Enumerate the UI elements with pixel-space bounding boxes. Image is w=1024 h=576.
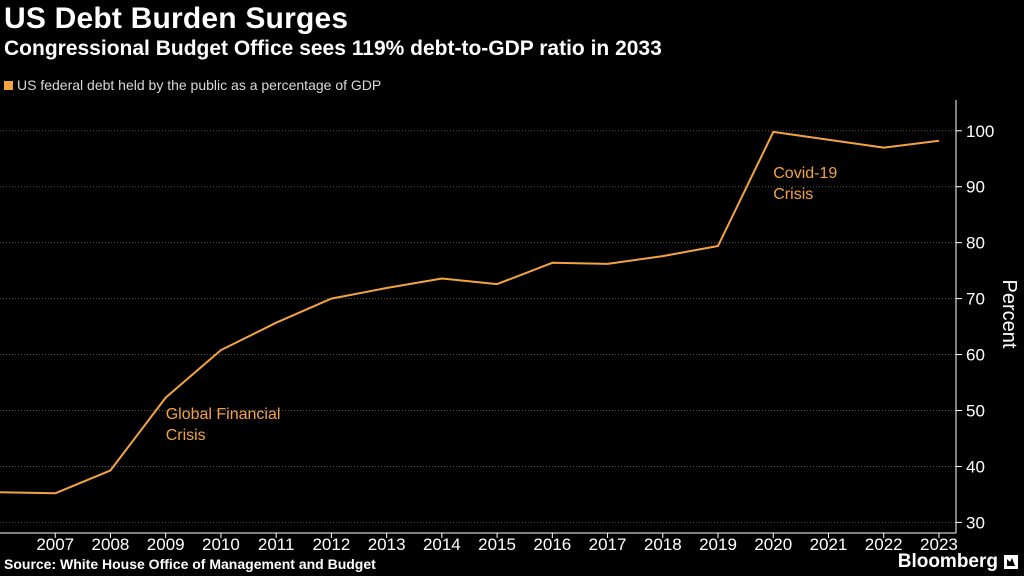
x-tick-label: 2017: [589, 535, 627, 554]
y-axis-label: Percent: [998, 280, 1020, 349]
x-tick-label: 2007: [36, 535, 74, 554]
series-line: [0, 130, 940, 495]
y-tick-label: 60: [966, 346, 985, 365]
y-tick-label: 30: [966, 513, 985, 532]
legend: US federal debt held by the public as a …: [4, 77, 381, 93]
x-tick-label: 2020: [754, 535, 792, 554]
x-tick-label: 2016: [533, 535, 571, 554]
x-tick-label: 2015: [478, 535, 516, 554]
legend-label: US federal debt held by the public as a …: [17, 77, 382, 93]
x-tick-label: 2013: [368, 535, 406, 554]
annotation-label: Covid-19: [773, 165, 837, 182]
annotation-label: Crisis: [166, 427, 206, 444]
x-tick-label: 2022: [865, 535, 903, 554]
bloomberg-mark-icon: [1004, 555, 1018, 569]
x-tick-label: 2011: [258, 535, 295, 554]
y-tick-label: 80: [966, 234, 985, 253]
bloomberg-logo: Bloomberg: [897, 551, 998, 572]
chart-title: US Debt Burden Surges: [4, 2, 349, 35]
legend-swatch: [4, 80, 13, 90]
source-note: Source: White House Office of Management…: [4, 556, 376, 572]
annotation-label: Global Financial: [166, 406, 281, 423]
x-tick-label: 2023: [920, 535, 958, 554]
x-tick-label: 2014: [423, 535, 461, 554]
x-tick-label: 2010: [202, 535, 240, 554]
y-tick-label: 100: [966, 122, 994, 141]
chart-subtitle: Congressional Budget Office sees 119% de…: [4, 37, 662, 60]
x-tick-label: 2021: [810, 535, 848, 554]
x-tick-label: 2019: [699, 535, 737, 554]
x-tick-label: 2012: [312, 535, 350, 554]
x-tick-label: 2018: [644, 535, 682, 554]
y-tick-label: 70: [966, 290, 985, 309]
y-tick-label: 40: [966, 457, 985, 476]
x-tick-label: 2008: [92, 535, 130, 554]
y-tick-label: 50: [966, 402, 985, 421]
annotation-label: Crisis: [773, 186, 813, 203]
y-tick-label: 90: [966, 178, 985, 197]
x-tick-label: 2009: [147, 535, 185, 554]
